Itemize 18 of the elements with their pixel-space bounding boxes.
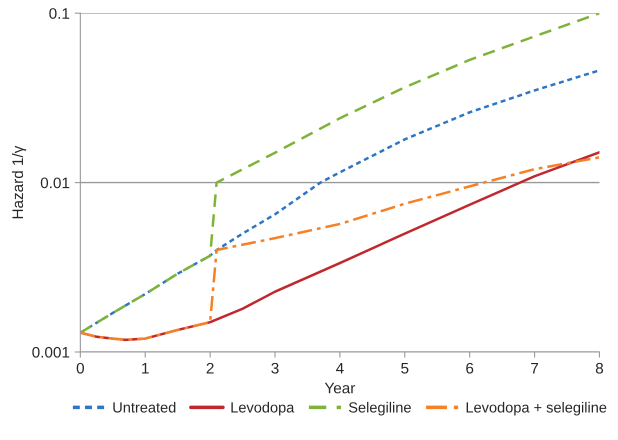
y-axis-title: Hazard 1/γ: [12, 146, 26, 218]
x-tick-label: 1: [142, 362, 149, 374]
x-tick-label: 3: [271, 362, 279, 374]
x-tick-label: 2: [206, 362, 214, 374]
y-tick-label: 0.01: [40, 177, 70, 188]
x-tick-label: 6: [466, 362, 474, 374]
x-tick-label: 7: [531, 362, 538, 374]
y-tick-label: 0.001: [32, 346, 70, 358]
x-tick-label: 4: [336, 362, 344, 374]
legend-label: Untreated: [113, 402, 176, 413]
x-tick-label: 0: [76, 362, 84, 374]
legend-label: Levodopa: [231, 402, 294, 416]
x-tick-label: 5: [401, 362, 408, 374]
legend-label: Selegiline: [348, 402, 411, 416]
x-axis-title: Year: [324, 382, 356, 394]
x-tick-label: 8: [596, 362, 604, 374]
legend-label: Levodopa + selegiline: [466, 402, 606, 416]
y-tick-label: 0.1: [49, 8, 70, 19]
